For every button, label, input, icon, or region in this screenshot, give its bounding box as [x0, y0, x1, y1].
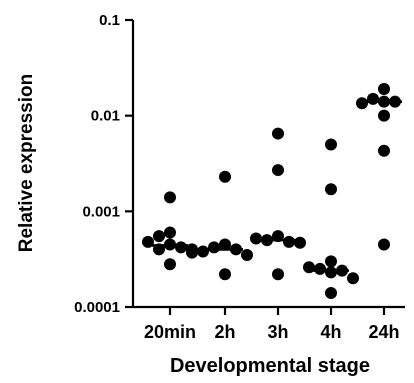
- data-point: [325, 138, 337, 151]
- y-tick-label: 0.0001: [74, 299, 120, 316]
- x-axis-label: Developmental stage: [170, 355, 370, 377]
- data-point: [303, 261, 315, 274]
- data-point: [314, 262, 326, 275]
- y-tick-label: 0.1: [99, 12, 120, 29]
- data-point: [164, 226, 176, 239]
- data-point: [153, 230, 165, 243]
- data-point: [142, 235, 154, 248]
- data-point: [230, 243, 242, 256]
- data-point: [186, 246, 198, 259]
- data-point: [378, 95, 390, 108]
- data-point: [294, 236, 306, 249]
- data-point: [250, 232, 262, 245]
- data-point: [164, 258, 176, 271]
- data-points: [142, 82, 401, 300]
- x-tick-label: 20min: [144, 322, 196, 342]
- y-tick-label: 0.001: [82, 203, 120, 220]
- x-tick-label: 24h: [368, 322, 399, 342]
- x-tick-label: 3h: [267, 322, 288, 342]
- data-point: [325, 255, 337, 268]
- data-point: [378, 238, 390, 251]
- x-ticks: 20min 2h 3h 4h 24h: [144, 307, 400, 342]
- data-point: [272, 127, 284, 140]
- data-point: [272, 164, 284, 177]
- data-point: [153, 243, 165, 256]
- data-point: [175, 241, 187, 254]
- data-point: [325, 266, 337, 279]
- x-tick-label: 2h: [214, 322, 235, 342]
- data-point: [325, 183, 337, 196]
- data-point: [336, 264, 348, 277]
- data-point: [241, 248, 253, 261]
- data-point: [208, 241, 220, 254]
- data-point: [164, 238, 176, 251]
- data-point: [219, 170, 231, 183]
- data-point: [283, 235, 295, 248]
- data-point: [367, 92, 379, 105]
- data-point: [378, 109, 390, 122]
- data-point: [272, 268, 284, 281]
- data-point: [356, 97, 368, 110]
- data-point: [389, 95, 401, 108]
- data-point: [378, 144, 390, 157]
- x-tick-label: 4h: [320, 322, 341, 342]
- data-point: [347, 272, 359, 285]
- data-point: [272, 230, 284, 243]
- data-point: [261, 234, 273, 247]
- y-ticks: 0.1 0.01 0.001 0.0001: [74, 12, 133, 316]
- axes: [131, 20, 405, 309]
- y-tick-label: 0.01: [91, 108, 120, 125]
- data-point: [325, 287, 337, 300]
- data-point: [197, 245, 209, 258]
- data-point: [378, 82, 390, 95]
- data-point: [219, 268, 231, 281]
- y-axis-label: Relative expression: [16, 74, 37, 252]
- data-point: [164, 191, 176, 204]
- data-point: [219, 238, 231, 251]
